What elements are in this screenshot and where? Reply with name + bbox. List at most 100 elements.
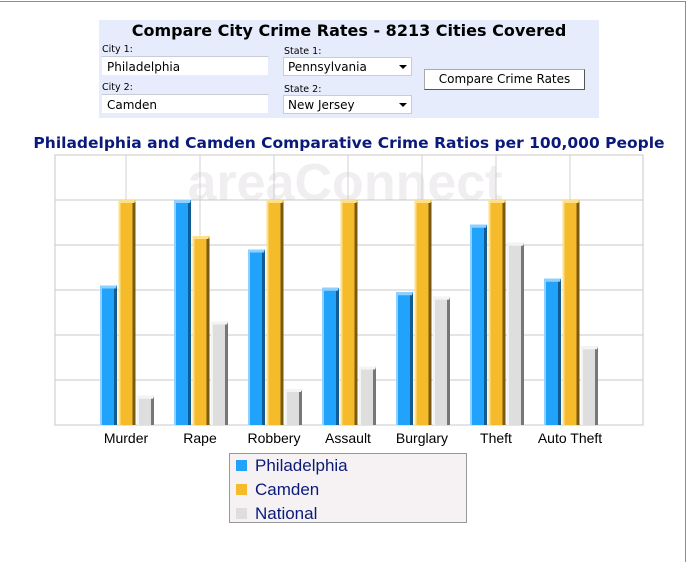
bar-body [359,366,376,425]
bar-body [285,389,302,425]
bar-highlight [248,249,264,253]
city2-label: City 2: [102,82,133,93]
bar-highlight [433,296,449,300]
bar-philadelphia-auto-theft [544,278,561,425]
bar-body [544,278,561,425]
bar-camden-auto-theft [562,200,580,425]
bar-chart: areaConnect Murder Rape Robbery Assault Burg… [54,154,644,446]
legend-item-philadelphia: Philadelphia [236,456,348,476]
bar-body [211,321,228,425]
bar-highlight [100,285,116,289]
bar-body [562,200,580,425]
bar-highlight [100,285,102,425]
x-tick-label: Theft [480,430,512,446]
state2-value: New Jersey [288,98,355,112]
bar-highlight [285,389,287,425]
bar-philadelphia-robbery [248,249,265,425]
state1-label: State 1: [284,46,322,57]
x-tick-label: Robbery [248,430,301,446]
bar-philadelphia-burglary [396,292,413,425]
bar-highlight [396,292,412,296]
bar-body [396,292,413,425]
bar-body [433,296,450,425]
bar-shade [373,368,376,425]
legend-swatch [236,460,247,471]
chevron-down-icon [399,65,407,69]
city1-label: City 1: [102,44,133,55]
bar-highlight [488,200,491,425]
bar-shade [114,287,117,425]
bar-body [118,200,136,425]
x-tick-label: Auto Theft [538,430,602,446]
bar-national-assault [359,366,376,425]
bar-highlight [507,242,509,425]
bar-national-murder [137,395,154,425]
bar-highlight [562,200,579,203]
bar-highlight [266,200,283,203]
bar-national-robbery [285,389,302,425]
bar-body [248,249,265,425]
bar-national-burglary [433,296,450,425]
bar-philadelphia-assault [322,287,339,425]
legend-swatch [236,484,247,495]
bar-highlight [562,200,565,425]
bar-camden-theft [488,200,506,425]
bar-shade [299,391,302,425]
state1-select[interactable]: Pennsylvania [283,57,412,76]
bar-national-auto-theft [581,346,598,425]
bar-body [174,200,191,425]
bar-camden-burglary [414,200,432,425]
city2-input[interactable]: Camden [101,94,269,114]
bar-shade [502,202,506,425]
bar-shade [206,238,210,425]
bar-highlight [266,200,269,425]
bar-highlight [285,389,301,392]
bar-national-rape [211,321,228,425]
compare-button[interactable]: Compare Crime Rates [424,69,585,90]
bar-shade [151,397,154,425]
bar-national-theft [507,242,524,425]
bar-philadelphia-theft [470,224,487,425]
bar-shade [576,202,580,425]
x-tick-label: Rape [183,430,217,446]
bar-shade [558,280,561,425]
bar-camden-assault [340,200,358,425]
bar-philadelphia-murder [100,285,117,425]
bar-body [507,242,524,425]
bar-body [414,200,432,425]
bar-highlight [581,346,597,350]
bar-body [488,200,506,425]
bar-highlight [470,224,472,425]
form-title: Compare City Crime Rates - 8213 Cities C… [131,21,567,40]
bar-highlight [433,296,435,425]
city1-input[interactable]: Philadelphia [101,56,269,76]
bar-body [192,236,210,425]
chart-legend: Philadelphia Camden National [229,453,467,523]
bar-shade [262,251,265,425]
bar-highlight [322,287,324,425]
bar-highlight [118,200,135,203]
bar-highlight [581,346,583,425]
bar-shade [354,202,358,425]
bar-highlight [470,224,486,228]
bar-highlight [544,278,560,282]
chart-title: Philadelphia and Camden Comparative Crim… [33,134,665,152]
bar-highlight [137,395,153,399]
bar-shade [447,298,450,425]
bar-shade [280,202,284,425]
state1-value: Pennsylvania [288,60,367,74]
bar-body [340,200,358,425]
bar-highlight [544,278,546,425]
bar-camden-murder [118,200,136,425]
x-tick-label: Burglary [396,430,448,446]
bar-shade [428,202,432,425]
legend-label: Philadelphia [255,456,348,475]
state2-select[interactable]: New Jersey [283,95,412,114]
bar-body [137,395,154,425]
chevron-down-icon [399,103,407,107]
bar-camden-rape [192,236,210,425]
bar-highlight [340,200,357,203]
compare-form: Compare City Crime Rates - 8213 Cities C… [99,20,599,118]
bar-highlight [359,366,375,370]
